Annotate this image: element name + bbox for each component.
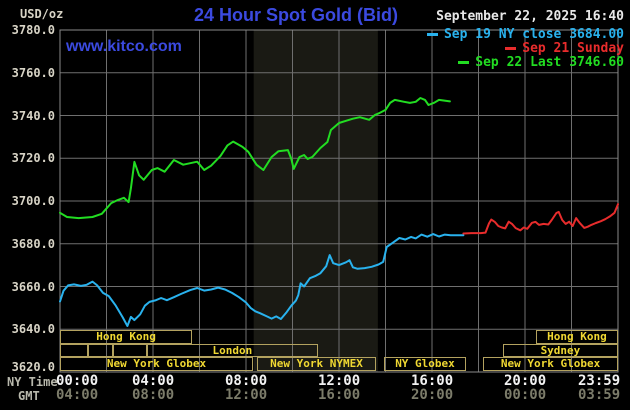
y-tick-label: 3660.0 — [11, 279, 55, 294]
session-box-hong-kong: Hong Kong — [535, 330, 618, 344]
xticks-ny-label: 12:00 — [318, 373, 361, 389]
y-tick-label: 3700.0 — [11, 194, 55, 208]
session-box-ny-globex: NY Globex — [384, 357, 466, 371]
x-axis-row1-label: NY Time — [7, 375, 58, 389]
xticks-ny-label: 04:00 — [132, 373, 175, 389]
price-line-green — [59, 97, 451, 220]
session-box-london: London — [146, 344, 319, 357]
xticks-gmt-label: 08:00 — [132, 387, 175, 403]
session-box-hong-kong: Hong Kong — [60, 330, 193, 344]
session-box — [60, 344, 89, 357]
y-tick-label: 3740.0 — [11, 108, 55, 123]
legend-row: Sep 22 Last 3746.60 — [427, 54, 624, 70]
xticks-ny-label: 20:00 — [504, 373, 547, 389]
session-box-new-york-globex: New York Globex — [60, 357, 253, 371]
session-box-sydney: Sydney — [502, 344, 618, 357]
price-line-red — [462, 203, 619, 235]
xticks-ny-label: 00:00 — [56, 373, 99, 389]
xticks-gmt-label: 20:00 — [411, 387, 454, 403]
legend-dash-icon — [505, 46, 517, 50]
page-title: 24 Hour Spot Gold (Bid) — [194, 5, 398, 25]
legend: Sep 19 NY close 3684.00 Sep 21 Sunday Sep … — [426, 26, 624, 70]
y-tick-label: 3780.0 — [11, 23, 55, 37]
legend-label: Sep 19 NY close 3684.00 — [443, 26, 624, 42]
legend-dash-icon — [426, 32, 438, 36]
xticks-gmt-label: 12:00 — [225, 387, 268, 403]
x-axis-row2-label: GMT — [18, 389, 40, 403]
legend-label: Sep 21 Sunday — [522, 40, 624, 56]
y-tick-label: 3620.0 — [11, 360, 55, 374]
y-tick-label: 3680.0 — [11, 236, 55, 251]
price-line-cyan — [59, 233, 465, 327]
y-tick-label: 3720.0 — [11, 151, 55, 166]
xticks-gmt-label: 16:00 — [318, 387, 361, 403]
session-box-new-york-nymex: New York NYMEX — [256, 357, 377, 371]
session-box-new-york-globex: New York Globex — [483, 357, 618, 371]
legend-label: Sep 22 Last 3746.60 — [475, 54, 624, 70]
xticks-gmt-label: 00:00 — [504, 387, 547, 403]
y-tick-label: 3640.0 — [11, 322, 55, 337]
xticks-ny-label: 16:00 — [411, 373, 454, 389]
y-axis-unit-label: USD/oz — [20, 7, 64, 21]
legend-row: Sep 19 NY close 3684.00 — [426, 26, 624, 42]
xticks-gmt-label: 04:00 — [56, 387, 99, 403]
xticks-gmt-label: 03:59 — [578, 387, 621, 403]
plot-border — [59, 29, 619, 373]
xticks-ny-label: 23:59 — [578, 373, 621, 389]
y-tick-label: 3760.0 — [11, 65, 55, 80]
legend-row: Sep 21 Sunday — [427, 40, 624, 56]
kitco-watermark-link[interactable]: www.kitco.com — [66, 38, 182, 55]
legend-dash-icon — [458, 60, 470, 64]
session-box — [113, 344, 147, 357]
session-box — [88, 344, 114, 357]
datetime-stamp: September 22, 2025 16:40 — [436, 9, 624, 24]
xticks-ny-label: 08:00 — [225, 373, 268, 389]
